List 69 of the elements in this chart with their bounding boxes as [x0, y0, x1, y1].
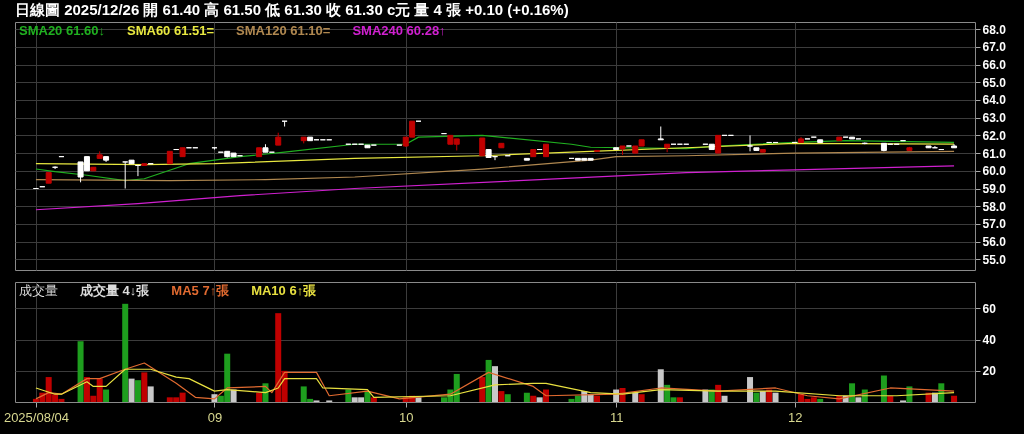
bar	[77, 341, 84, 402]
bar	[594, 395, 601, 402]
bar	[122, 303, 129, 402]
bar	[128, 378, 135, 402]
bar	[485, 359, 492, 402]
bar	[772, 392, 779, 402]
y-tick-label: 60.0	[982, 164, 1007, 179]
text: SMA120 61.10=	[236, 23, 331, 38]
bar	[849, 383, 856, 402]
bar	[753, 392, 760, 402]
y-tick-label: 56.0	[982, 235, 1007, 250]
bar	[759, 391, 766, 402]
bar	[530, 395, 537, 402]
line-series	[35, 142, 955, 166]
bar	[951, 395, 958, 402]
bar	[536, 397, 543, 402]
y-tick-label: 64.0	[982, 93, 1007, 108]
y-tick-label: 65.0	[982, 75, 1007, 90]
y-tick-label: 67.0	[982, 40, 1007, 55]
bar	[817, 398, 824, 402]
y-tick-label: 57.0	[982, 217, 1007, 232]
y-tick-label: 61.0	[982, 146, 1007, 161]
bar	[632, 392, 639, 402]
x-tick-label: 12	[787, 409, 803, 425]
bar	[657, 369, 664, 402]
bar	[721, 395, 728, 402]
bar	[103, 389, 110, 402]
text: SMA60 61.51=	[126, 23, 215, 38]
bar	[498, 391, 505, 402]
bar	[638, 394, 645, 402]
bar	[147, 386, 154, 402]
line-series	[35, 150, 955, 182]
y-tick-label: 66.0	[982, 58, 1007, 73]
line-series	[35, 362, 955, 400]
y-tick-label: 40	[982, 333, 997, 348]
bar	[676, 397, 683, 402]
y-tick-label: 58.0	[982, 199, 1007, 214]
candlestick	[747, 134, 754, 152]
bar	[855, 397, 862, 402]
line-series	[35, 368, 955, 398]
line-series	[35, 165, 955, 211]
y-tick-label: 55.0	[982, 252, 1007, 267]
bar	[479, 377, 486, 402]
candlestick	[664, 143, 671, 153]
text: MA10 6↑張	[251, 283, 318, 298]
series-label: 成交量 4↓張	[79, 283, 151, 298]
text: MA5 7↑張	[171, 283, 231, 298]
text: SMA20 61.60↓	[19, 23, 105, 38]
y-tick-label: 59.0	[982, 182, 1007, 197]
x-tick-label: 2025/08/04	[3, 409, 69, 425]
chart-title: 成交量	[19, 283, 58, 298]
y-tick-label: 20	[982, 364, 997, 379]
line-series	[35, 134, 955, 182]
bar	[141, 372, 148, 402]
x-tick-label: 10	[399, 409, 414, 425]
chart-title: 日線圖 2025/12/26 開 61.40 高 61.50 低 61.30 收 61.30 c元 量 4 張 +0.10 (+0.16%)	[15, 0, 569, 18]
bar	[887, 395, 894, 402]
y-tick-label: 62.0	[982, 128, 1007, 143]
text: SMA240 60.28↑	[352, 23, 446, 38]
bar	[256, 392, 263, 402]
y-tick-label: 63.0	[982, 111, 1007, 126]
x-tick-label: 09	[207, 409, 223, 425]
bar	[134, 380, 141, 402]
y-tick-label: 68.0	[982, 22, 1007, 37]
bar	[504, 394, 511, 402]
y-tick-label: 60	[982, 301, 997, 316]
bar	[523, 392, 530, 402]
bar	[492, 366, 498, 402]
x-tick-label: 11	[609, 409, 624, 425]
